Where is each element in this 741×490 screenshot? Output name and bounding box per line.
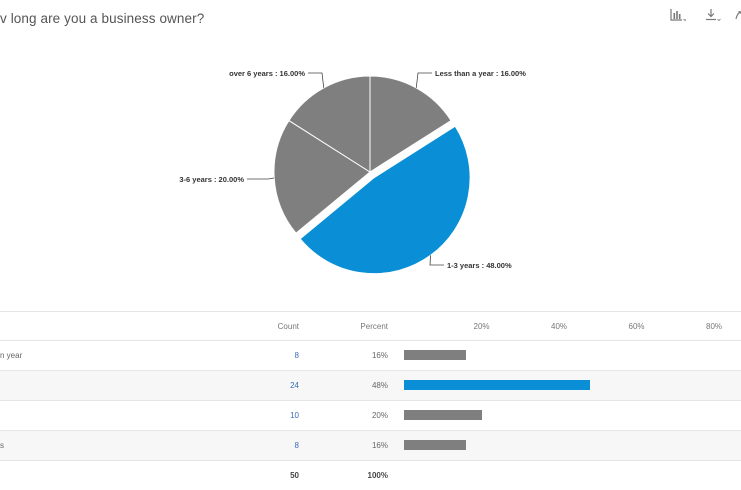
slice-label: 1-3 years : 48.00% bbox=[447, 261, 512, 270]
row-label: n year bbox=[0, 341, 250, 371]
row-label bbox=[0, 371, 250, 401]
row-bar bbox=[404, 350, 466, 360]
row-bar-cell bbox=[396, 431, 741, 461]
row-bar bbox=[404, 410, 482, 420]
table-header-row: Count Percent 20% 40% 60% 80% bbox=[0, 312, 741, 341]
row-bar-cell bbox=[396, 341, 741, 371]
slice-label: over 6 years : 16.00% bbox=[229, 69, 305, 78]
header-label bbox=[0, 312, 250, 341]
row-bar bbox=[404, 380, 590, 390]
pie-chart: Less than a year : 16.00% 1-3 years : 48.… bbox=[0, 0, 741, 300]
axis-tick-labels: 20% 40% 60% 80% bbox=[396, 312, 741, 340]
row-bar bbox=[404, 440, 466, 450]
row-count-link[interactable]: 24 bbox=[250, 371, 299, 401]
row-count-link[interactable]: 10 bbox=[250, 401, 299, 431]
slice-connector-line bbox=[430, 255, 444, 265]
axis-tick-label: 80% bbox=[706, 322, 722, 331]
axis-tick-label: 40% bbox=[551, 322, 567, 331]
row-label: s bbox=[0, 431, 250, 461]
row-count-link[interactable]: 8 bbox=[250, 431, 299, 461]
header-count: Count bbox=[250, 312, 299, 341]
axis-tick-label: 60% bbox=[628, 322, 644, 331]
row-percent: 20% bbox=[299, 401, 396, 431]
header-percent: Percent bbox=[299, 312, 396, 341]
slice-label: 3-6 years : 20.00% bbox=[179, 175, 244, 184]
row-count-link[interactable]: 8 bbox=[250, 341, 299, 371]
row-percent: 16% bbox=[299, 341, 396, 371]
slice-connector-line bbox=[308, 73, 324, 88]
slice-connector-line bbox=[416, 73, 432, 88]
slice-connector-line bbox=[247, 178, 274, 179]
row-bar-cell bbox=[396, 371, 741, 401]
header-axis: 20% 40% 60% 80% bbox=[396, 312, 741, 341]
slice-label: Less than a year : 16.00% bbox=[435, 69, 526, 78]
row-percent: 16% bbox=[299, 431, 396, 461]
axis-tick-label: 20% bbox=[473, 322, 489, 331]
row-bar-cell bbox=[396, 401, 741, 431]
row-label bbox=[0, 401, 250, 431]
row-percent: 48% bbox=[299, 371, 396, 401]
